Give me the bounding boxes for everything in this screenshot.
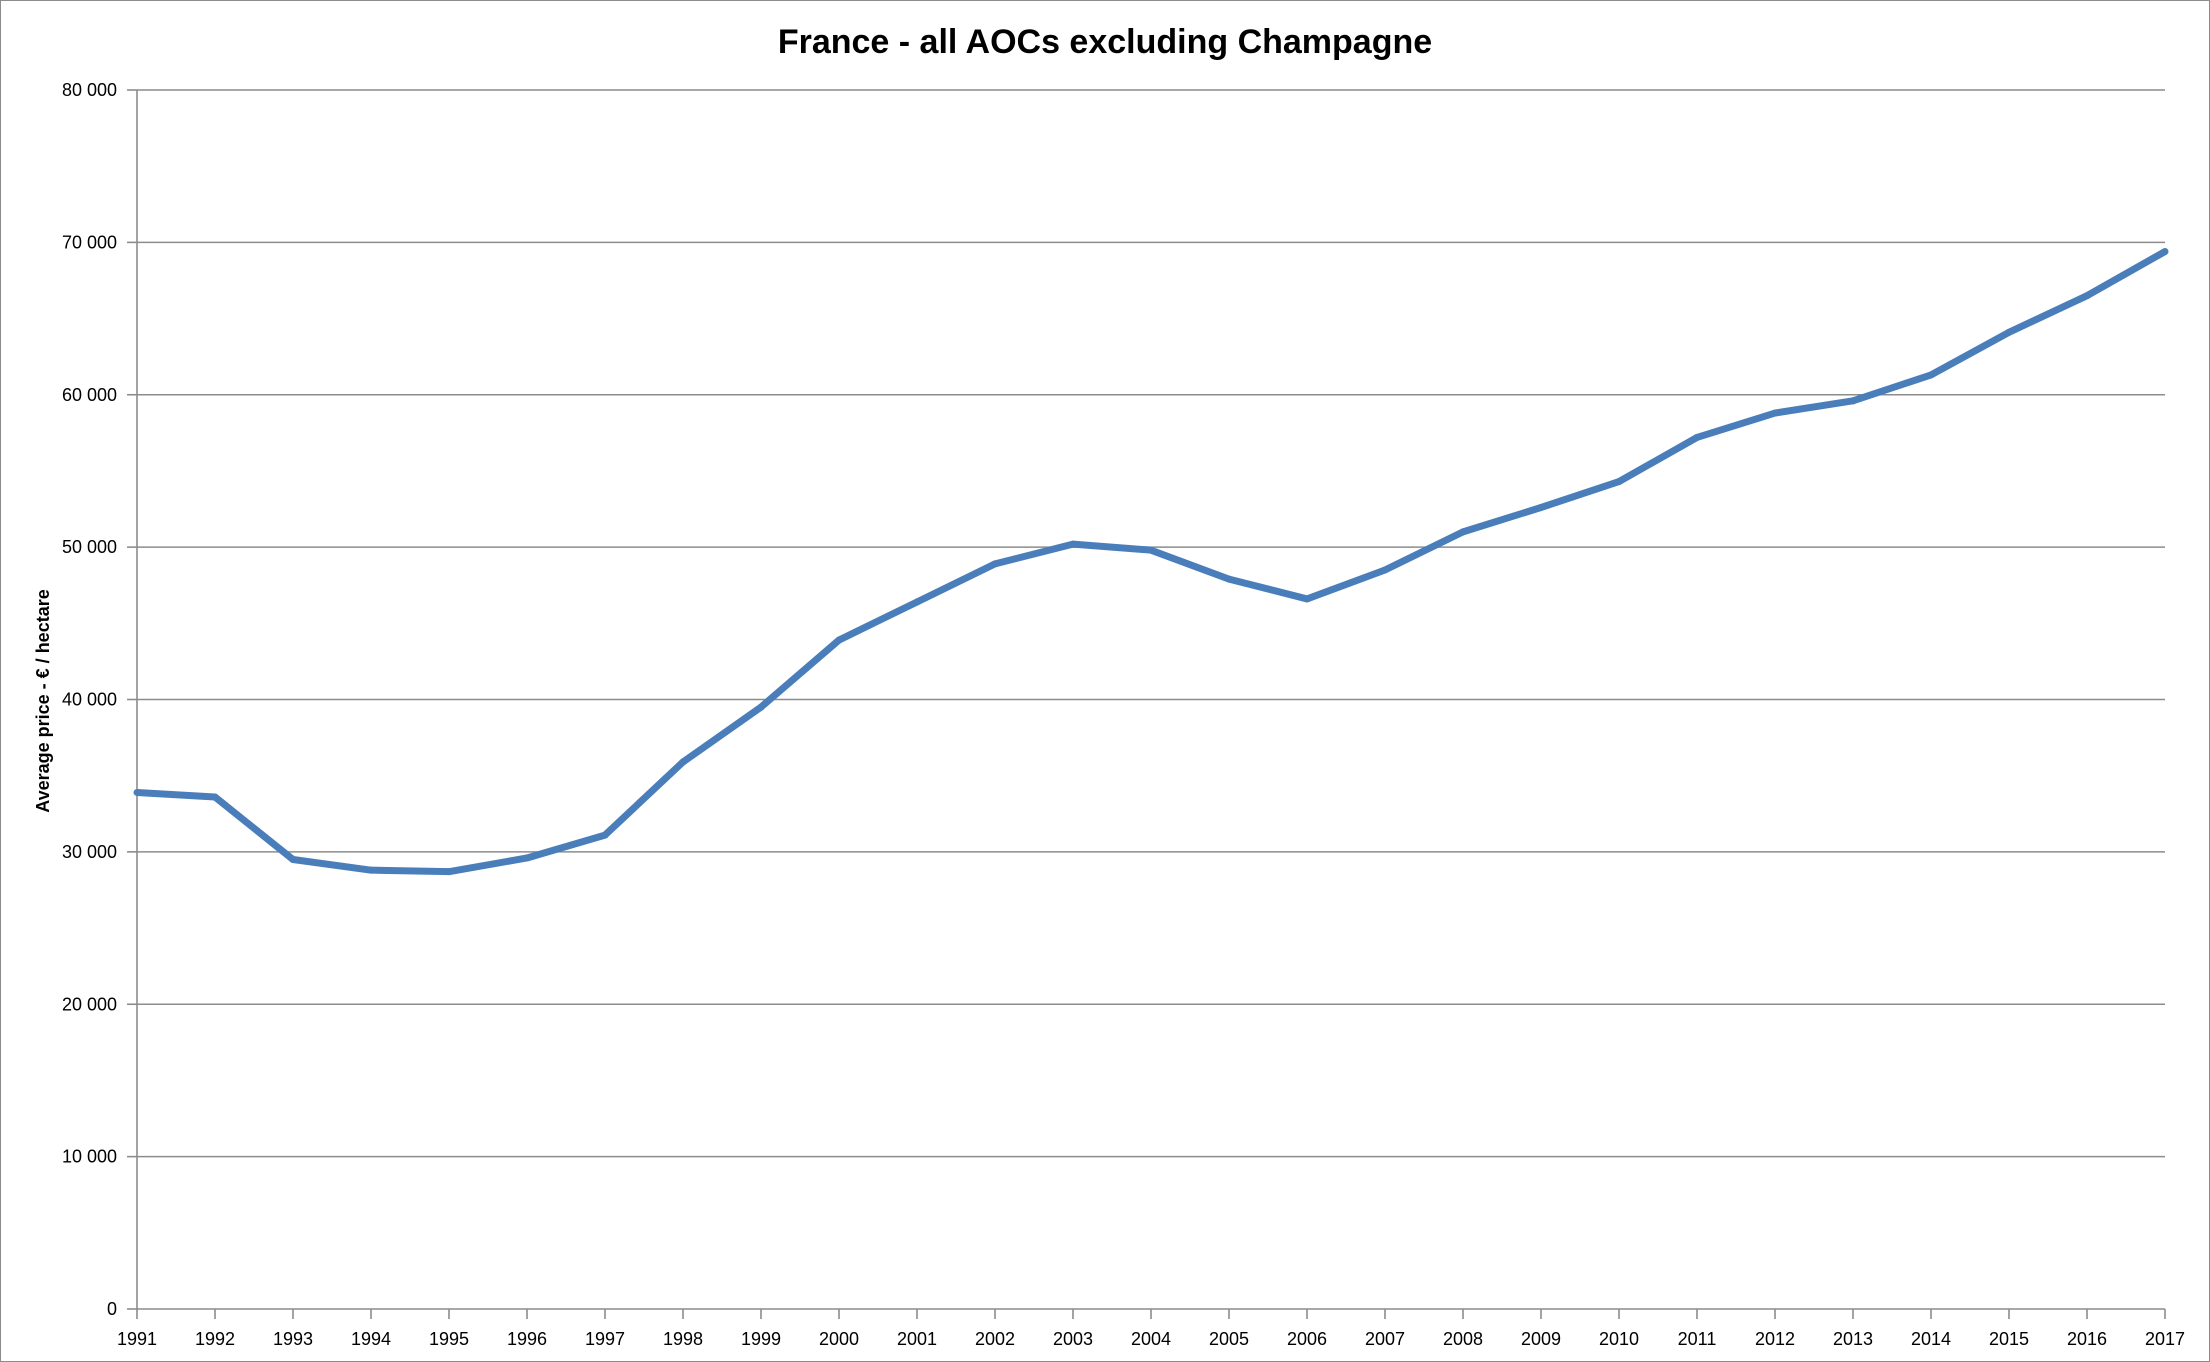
data-point bbox=[523, 854, 531, 862]
x-tick-label: 2001 bbox=[897, 1329, 937, 1349]
data-point bbox=[1303, 595, 1311, 603]
data-point bbox=[1459, 528, 1467, 536]
y-tick-label: 30 000 bbox=[62, 842, 117, 862]
y-tick-label: 40 000 bbox=[62, 690, 117, 710]
data-point bbox=[367, 866, 375, 874]
x-tick-label: 1993 bbox=[273, 1329, 313, 1349]
data-point bbox=[1225, 575, 1233, 583]
data-point bbox=[2083, 292, 2091, 300]
data-point bbox=[2005, 328, 2013, 336]
data-point bbox=[1771, 409, 1779, 417]
x-tick-label: 2009 bbox=[1521, 1329, 1561, 1349]
x-tick-labels: 1991 1992 1993 1994 1995 1996 1997 1998 1999 2000… bbox=[117, 1329, 2185, 1349]
data-point bbox=[835, 636, 843, 644]
x-tick-label: 2003 bbox=[1053, 1329, 1093, 1349]
axes bbox=[127, 89, 2166, 1319]
x-tick-label: 2014 bbox=[1911, 1329, 1951, 1349]
data-point bbox=[1615, 478, 1623, 486]
y-tick-label: 10 000 bbox=[62, 1147, 117, 1167]
data-point bbox=[211, 793, 219, 801]
x-tick-label: 2006 bbox=[1287, 1329, 1327, 1349]
x-tick-label: 2016 bbox=[2067, 1329, 2107, 1349]
y-tick-label: 70 000 bbox=[62, 232, 117, 252]
x-tick-label: 2005 bbox=[1209, 1329, 1249, 1349]
data-point bbox=[1147, 546, 1155, 554]
data-point bbox=[1927, 371, 1935, 379]
y-tick-label: 50 000 bbox=[62, 537, 117, 557]
x-tick-label: 2007 bbox=[1365, 1329, 1405, 1349]
x-tick-label: 1998 bbox=[663, 1329, 703, 1349]
data-point bbox=[289, 855, 297, 863]
x-tick-label: 2011 bbox=[1678, 1329, 1717, 1349]
data-point bbox=[445, 868, 453, 876]
y-axis-title: Average price - € / hectare bbox=[33, 589, 53, 812]
x-tick-label: 1992 bbox=[195, 1329, 235, 1349]
x-tick-label: 2012 bbox=[1755, 1329, 1795, 1349]
y-tick-label: 20 000 bbox=[62, 994, 117, 1014]
x-tick-label: 2002 bbox=[975, 1329, 1015, 1349]
series-line bbox=[136, 248, 2167, 876]
data-point bbox=[2161, 248, 2169, 256]
data-point bbox=[679, 758, 687, 766]
data-point bbox=[1069, 540, 1077, 548]
x-tick-label: 1997 bbox=[585, 1329, 625, 1349]
x-tick-label: 2000 bbox=[819, 1329, 859, 1349]
y-tick-label: 60 000 bbox=[62, 385, 117, 405]
x-tick-label: 2013 bbox=[1833, 1329, 1873, 1349]
y-tick-labels: 0 10 000 20 000 30 000 40 000 50 000 60 000 70 … bbox=[62, 80, 117, 1319]
x-tick-label: 2010 bbox=[1599, 1329, 1639, 1349]
data-point bbox=[133, 788, 141, 796]
x-tick-label: 2008 bbox=[1443, 1329, 1483, 1349]
x-tick-label: 1994 bbox=[351, 1329, 391, 1349]
data-point bbox=[1849, 397, 1857, 405]
x-tick-label: 1995 bbox=[429, 1329, 469, 1349]
data-point bbox=[601, 831, 609, 839]
data-point bbox=[913, 598, 921, 606]
x-tick-label: 2004 bbox=[1131, 1329, 1171, 1349]
x-tick-label: 2017 bbox=[2145, 1329, 2185, 1349]
data-point bbox=[757, 703, 765, 711]
x-tick-label: 2015 bbox=[1989, 1329, 2029, 1349]
series-layer bbox=[133, 248, 2169, 876]
data-point bbox=[1693, 433, 1701, 441]
data-point bbox=[991, 560, 999, 568]
y-tick-label: 80 000 bbox=[62, 80, 117, 100]
x-tick-label: 1991 bbox=[117, 1329, 157, 1349]
gridlines bbox=[137, 89, 2165, 1158]
data-point bbox=[1537, 504, 1545, 512]
y-tick-label: 0 bbox=[107, 1299, 117, 1319]
x-tick-label: 1999 bbox=[741, 1329, 781, 1349]
x-tick-label: 1996 bbox=[507, 1329, 547, 1349]
chart-title: France - all AOCs excluding Champagne bbox=[778, 23, 1432, 61]
data-point bbox=[1381, 566, 1389, 574]
